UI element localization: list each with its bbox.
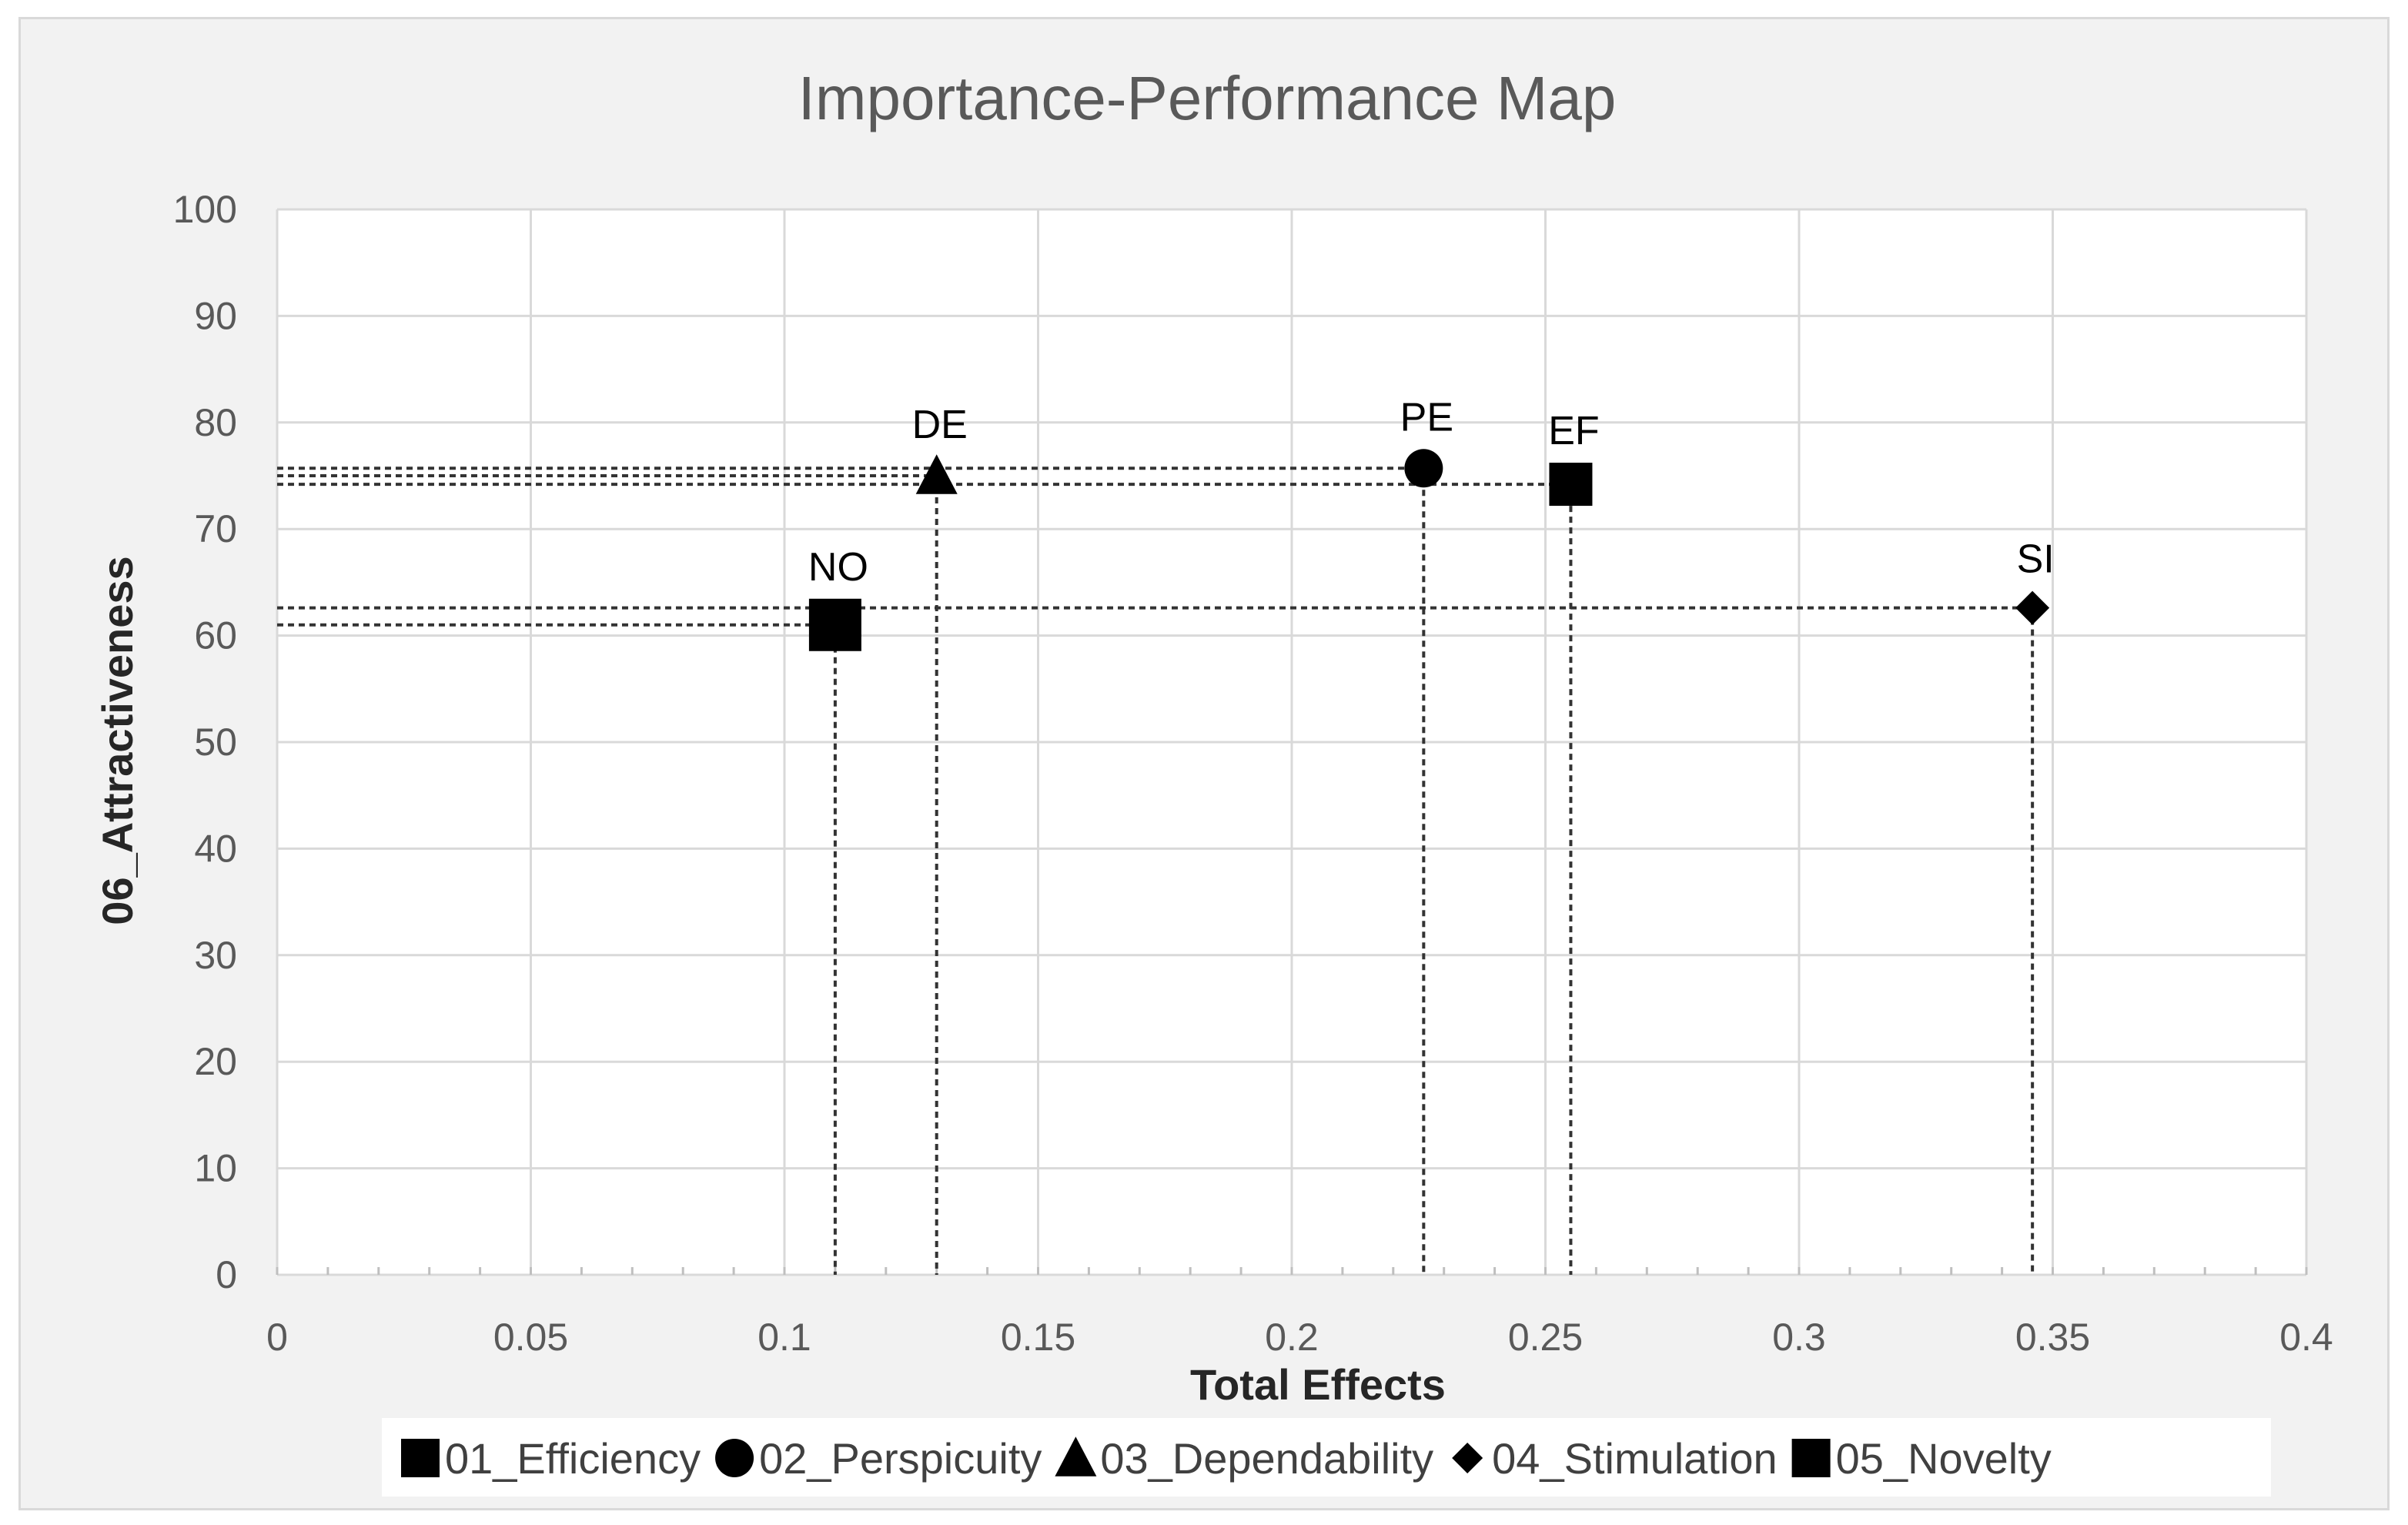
point-no — [808, 598, 861, 651]
legend-box — [382, 1418, 2271, 1497]
point-label-si: SI — [2017, 537, 2055, 582]
point-ef — [1549, 463, 1593, 507]
x-tick-label: 0.35 — [2015, 1316, 2090, 1359]
chart-title: Importance-Performance Map — [798, 64, 1617, 132]
y-tick-label: 50 — [194, 721, 237, 764]
y-tick-label: 30 — [194, 934, 237, 977]
legend-marker-ef — [401, 1439, 440, 1477]
x-tick-label: 0.05 — [493, 1316, 568, 1359]
x-tick-label: 0.25 — [1508, 1316, 1583, 1359]
y-tick-label: 90 — [194, 294, 237, 337]
point-label-pe: PE — [1400, 395, 1453, 440]
y-axis-title: 06_Attractiveness — [93, 556, 142, 925]
legend-item-si: 04_Stimulation — [1492, 1434, 1777, 1483]
point-label-de: DE — [912, 403, 968, 447]
x-tick-label: 0.2 — [1265, 1316, 1319, 1359]
legend-item-de: 03_Dependability — [1100, 1434, 1433, 1483]
point-label-no: NO — [808, 545, 868, 590]
legend-item-no: 05_Novelty — [1836, 1434, 2052, 1483]
x-tick-label: 0.1 — [758, 1316, 811, 1359]
x-axis-title: Total Effects — [1190, 1360, 1446, 1409]
legend-marker-si — [1452, 1443, 1483, 1473]
y-tick-label: 60 — [194, 614, 237, 657]
grid-lines — [276, 208, 2308, 1276]
legend-item-ef: 01_Efficiency — [445, 1434, 701, 1483]
point-si — [2015, 590, 2050, 625]
y-tick-label: 0 — [216, 1253, 237, 1296]
x-tick-label: 0.15 — [1001, 1316, 1075, 1359]
point-label-ef: EF — [1548, 409, 1599, 453]
tick-labels: 0 0.05 0.1 0.15 0.2 0.25 0.3 0.35 0.4 0 10 20 30 40 50… — [173, 188, 2333, 1359]
y-tick-label: 10 — [194, 1147, 237, 1190]
y-tick-label: 70 — [194, 507, 237, 550]
x-tick-label: 0.3 — [1772, 1316, 1826, 1359]
y-tick-label: 40 — [194, 827, 237, 870]
guide-lines — [277, 467, 2035, 1275]
point-de — [915, 454, 958, 494]
point-pe — [1404, 449, 1443, 488]
x-tick-label: 0.4 — [2279, 1316, 2333, 1359]
y-tick-label: 100 — [173, 188, 237, 231]
y-tick-label: 20 — [194, 1040, 237, 1083]
x-tick-label: 0 — [266, 1316, 288, 1359]
y-tick-label: 80 — [194, 401, 237, 444]
data-points: EF PE DE SI NO — [808, 395, 2055, 651]
legend-marker-pe — [715, 1439, 754, 1477]
legend: 01_Efficiency 02_Perspicuity 03_Dependabil… — [401, 1434, 2052, 1483]
legend-item-pe: 02_Perspicuity — [759, 1434, 1042, 1483]
legend-marker-de — [1055, 1436, 1097, 1477]
legend-marker-no — [1791, 1439, 1831, 1477]
